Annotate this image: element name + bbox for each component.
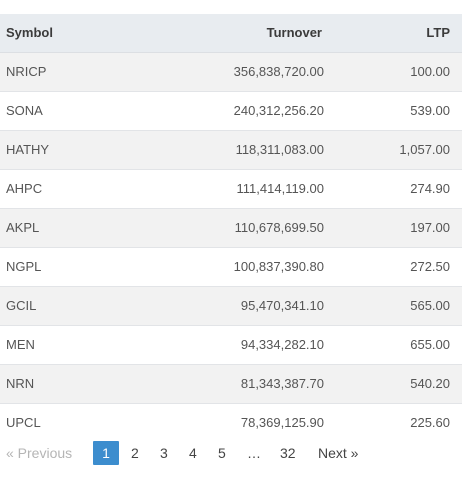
turnover-cell: 100,837,390.80 [120,246,326,286]
ltp-cell: 225.60 [326,402,462,442]
ltp-cell: 1,057.00 [326,129,462,169]
table-row: UPCL 78,369,125.90 225.60 [0,402,462,442]
turnover-cell: 118,311,083.00 [120,129,326,169]
ltp-cell: 197.00 [326,207,462,247]
ltp-cell: 100.00 [326,51,462,91]
page-2-button[interactable]: 2 [131,445,139,461]
table-row: NGPL 100,837,390.80 272.50 [0,246,462,286]
table-row: MEN 94,334,282.10 655.00 [0,324,462,364]
table-header-row: Symbol Turnover LTP [0,14,462,53]
page-5-button: 5 [218,445,226,461]
pagination-ellipsis: … [247,445,261,461]
symbol-cell: GCIL [0,285,120,325]
table-row: AHPC 111,414,119.00 274.90 [0,168,462,208]
ltp-cell: 540.20 [326,363,462,403]
next-page-button[interactable]: Next » [318,445,359,461]
turnover-cell: 110,678,699.50 [120,207,326,247]
symbol-cell: SONA [0,90,120,130]
page-32-button[interactable]: 32 [280,445,296,461]
pagination: « Previous 1 2 3 4 5 … 32 Next » [0,441,476,465]
turnover-cell: 94,334,282.10 [120,324,326,364]
turnover-column-header[interactable]: Turnover [120,14,326,53]
page-1-button[interactable]: 1 [93,441,119,465]
ltp-cell: 655.00 [326,324,462,364]
symbol-cell: MEN [0,324,120,364]
symbol-cell: NGPL [0,246,120,286]
table-row: HATHY 118,311,083.00 1,057.00 [0,129,462,169]
ltp-cell: 539.00 [326,90,462,130]
symbol-cell: NRN [0,363,120,403]
turnover-cell: 111,414,119.00 [120,168,326,208]
ltp-cell: 272.50 [326,246,462,286]
turnover-cell: 356,838,720.00 [120,51,326,91]
turnover-cell: 78,369,125.90 [120,402,326,442]
previous-page-button[interactable]: « Previous [6,445,73,461]
table-row: SONA 240,312,256.20 539.00 [0,90,462,130]
turnover-cell: 240,312,256.20 [120,90,326,130]
symbol-cell: HATHY [0,129,120,169]
table-row: GCIL 95,470,341.10 565.00 [0,285,462,325]
symbol-cell: NRICP [0,51,120,91]
table-row: AKPL 110,678,699.50 197.00 [0,207,462,247]
page-4-button[interactable]: 4 [189,445,197,461]
turnover-cell: 95,470,341.10 [120,285,326,325]
symbol-cell: AHPC [0,168,120,208]
table-row: NRN 81,343,387.70 540.20 [0,363,462,403]
ltp-cell: 274.90 [326,168,462,208]
page-3-button[interactable]: 3 [160,445,168,461]
table-row: NRICP 356,838,720.00 100.00 [0,51,462,91]
symbol-cell: UPCL [0,402,120,442]
turnover-table: Symbol Turnover LTP NRICP 356,838,720.00… [0,14,462,442]
ltp-column-header[interactable]: LTP [326,14,462,53]
turnover-cell: 81,343,387.70 [120,363,326,403]
symbol-cell: AKPL [0,207,120,247]
ltp-cell: 565.00 [326,285,462,325]
symbol-column-header[interactable]: Symbol [0,14,120,53]
